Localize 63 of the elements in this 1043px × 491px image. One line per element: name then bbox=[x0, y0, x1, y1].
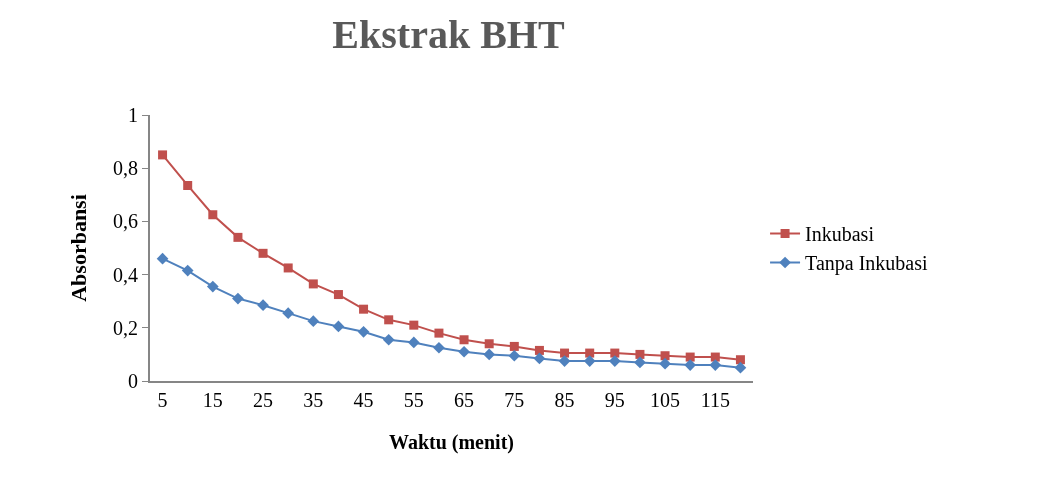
x-tick-label: 105 bbox=[650, 389, 681, 411]
point bbox=[484, 339, 494, 349]
point bbox=[283, 263, 293, 273]
x-tick-label: 65 bbox=[454, 389, 475, 411]
point bbox=[206, 280, 219, 293]
point bbox=[257, 299, 269, 312]
y-tick-label: 0,8 bbox=[113, 157, 138, 180]
point bbox=[333, 290, 343, 300]
point bbox=[308, 279, 318, 289]
y-tick-label: 0,6 bbox=[113, 210, 138, 233]
point bbox=[433, 341, 445, 354]
x-tick-label: 35 bbox=[303, 389, 324, 411]
point bbox=[709, 359, 722, 371]
point bbox=[332, 320, 345, 333]
point bbox=[558, 355, 571, 367]
y-tick-label: 0,2 bbox=[113, 316, 138, 339]
y-tick-label: 0 bbox=[128, 370, 138, 392]
point bbox=[282, 307, 295, 320]
x-tick-label: 85 bbox=[554, 389, 575, 411]
point bbox=[359, 304, 369, 314]
point bbox=[409, 320, 419, 330]
x-tick-label: 75 bbox=[504, 389, 525, 411]
point bbox=[458, 345, 470, 358]
point bbox=[181, 264, 194, 277]
point bbox=[509, 341, 519, 351]
point bbox=[734, 361, 747, 374]
point bbox=[735, 355, 745, 365]
x-tick-label: 15 bbox=[202, 389, 223, 411]
x-axis-title: Waktu (menit) bbox=[389, 431, 514, 454]
y-tick-label: 1 bbox=[128, 104, 138, 126]
point bbox=[208, 210, 218, 220]
point bbox=[634, 356, 646, 369]
x-tick-label: 95 bbox=[604, 389, 625, 411]
point bbox=[183, 180, 193, 190]
point bbox=[660, 351, 670, 361]
point bbox=[156, 252, 169, 265]
point bbox=[357, 325, 370, 338]
chart-title: Ekstrak BHT bbox=[332, 12, 565, 58]
point bbox=[635, 349, 645, 359]
x-tick-label: 5 bbox=[157, 389, 168, 411]
point bbox=[233, 232, 243, 242]
point bbox=[534, 345, 544, 355]
point bbox=[483, 348, 496, 361]
point bbox=[258, 248, 268, 258]
legend-label: Tanpa Inkubasi bbox=[805, 252, 928, 276]
point bbox=[232, 292, 244, 305]
y-axis-title: Absorbansi bbox=[66, 194, 92, 302]
x-tick-label: 115 bbox=[700, 389, 730, 411]
point bbox=[158, 150, 168, 160]
x-tick-label: 25 bbox=[253, 389, 274, 411]
point bbox=[434, 328, 444, 338]
point bbox=[659, 357, 671, 370]
point bbox=[307, 315, 320, 327]
legend-label: Inkubasi bbox=[805, 223, 875, 246]
point bbox=[533, 352, 546, 365]
point bbox=[407, 336, 420, 349]
x-tick-label: 55 bbox=[403, 389, 424, 411]
x-tick-label: 45 bbox=[353, 389, 374, 411]
point bbox=[384, 315, 394, 325]
point bbox=[382, 333, 395, 346]
point bbox=[459, 335, 469, 345]
y-tick-label: 0,4 bbox=[113, 263, 138, 286]
point bbox=[508, 349, 521, 362]
